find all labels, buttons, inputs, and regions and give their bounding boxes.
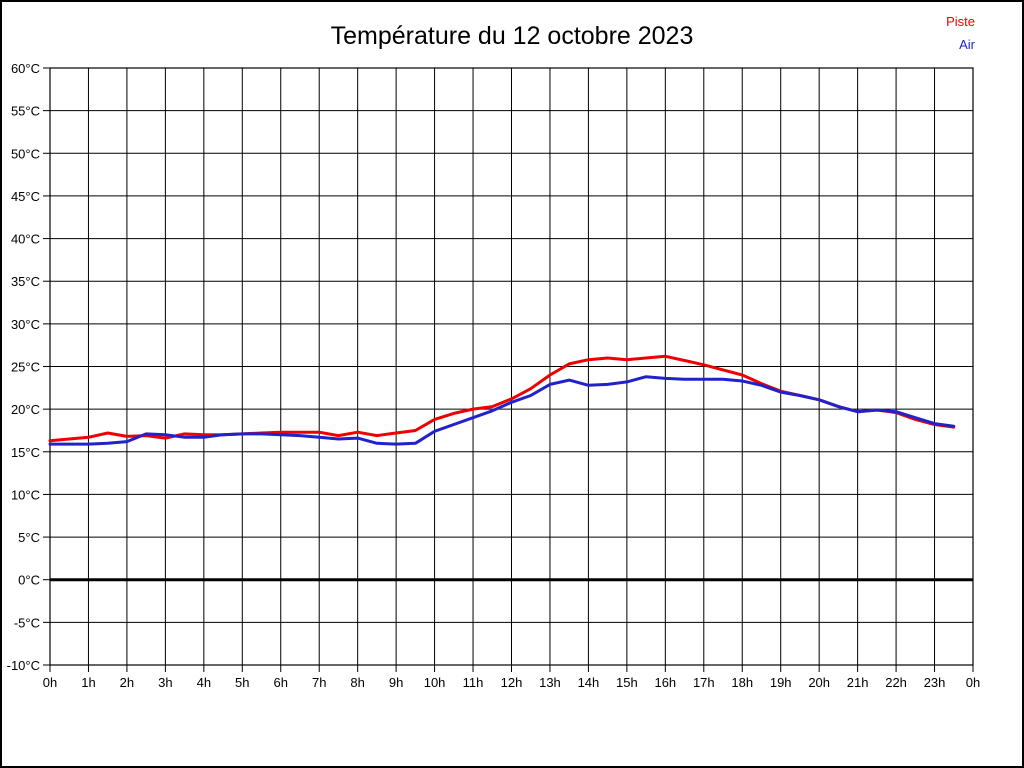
x-tick-label: 1h: [81, 675, 95, 690]
y-tick-label: 0°C: [18, 573, 40, 588]
y-tick-label: 25°C: [11, 360, 40, 375]
y-tick-label: 5°C: [18, 530, 40, 545]
x-tick-label: 21h: [847, 675, 869, 690]
x-tick-label: 2h: [120, 675, 134, 690]
x-tick-label: 6h: [274, 675, 288, 690]
x-axis-labels: 0h 1h 2h 3h 4h 5h 6h 7h 8h 9h 10h 11h 12h 13h 14h 15h 16…: [43, 675, 980, 690]
plot-border: [49, 67, 974, 666]
x-tick-label: 4h: [197, 675, 211, 690]
axis-ticks: [43, 67, 974, 672]
y-tick-label: 45°C: [11, 189, 40, 204]
y-tick-label: -10°C: [7, 658, 40, 673]
y-tick-label: -5°C: [14, 615, 40, 630]
y-tick-label: 20°C: [11, 402, 40, 417]
x-tick-label: 12h: [501, 675, 523, 690]
air-series-line: [48, 375, 956, 446]
x-tick-label: 10h: [424, 675, 446, 690]
x-tick-label: 13h: [539, 675, 561, 690]
y-tick-label: 50°C: [11, 146, 40, 161]
y-tick-label: 60°C: [11, 61, 40, 76]
x-tick-label: 16h: [654, 675, 676, 690]
x-tick-label: 22h: [885, 675, 907, 690]
grid-lines: [49, 67, 974, 666]
x-tick-label: 7h: [312, 675, 326, 690]
x-tick-label: 9h: [389, 675, 403, 690]
y-tick-label: 15°C: [11, 445, 40, 460]
legend-item-air: Air: [959, 37, 976, 52]
legend-item-piste: Piste: [946, 14, 975, 29]
x-tick-label: 19h: [770, 675, 792, 690]
x-tick-label: 0h: [966, 675, 980, 690]
y-tick-label: 55°C: [11, 104, 40, 119]
y-tick-label: 35°C: [11, 274, 40, 289]
x-tick-label: 3h: [158, 675, 172, 690]
x-tick-label: 18h: [731, 675, 753, 690]
y-tick-label: 30°C: [11, 317, 40, 332]
x-tick-label: 0h: [43, 675, 57, 690]
x-tick-label: 8h: [350, 675, 364, 690]
x-tick-label: 5h: [235, 675, 249, 690]
x-tick-label: 14h: [578, 675, 600, 690]
y-tick-label: 40°C: [11, 232, 40, 247]
x-tick-label: 15h: [616, 675, 638, 690]
chart-title: Température du 12 octobre 2023: [331, 22, 694, 50]
x-tick-label: 23h: [924, 675, 946, 690]
x-tick-label: 20h: [808, 675, 830, 690]
y-axis-labels: -10°C -5°C 0°C 5°C 10°C 15°C 20°C 25°C 30°C 35°C 4…: [7, 61, 40, 673]
x-tick-label: 11h: [463, 675, 484, 690]
y-tick-label: 10°C: [11, 487, 40, 502]
x-tick-label: 17h: [693, 675, 715, 690]
